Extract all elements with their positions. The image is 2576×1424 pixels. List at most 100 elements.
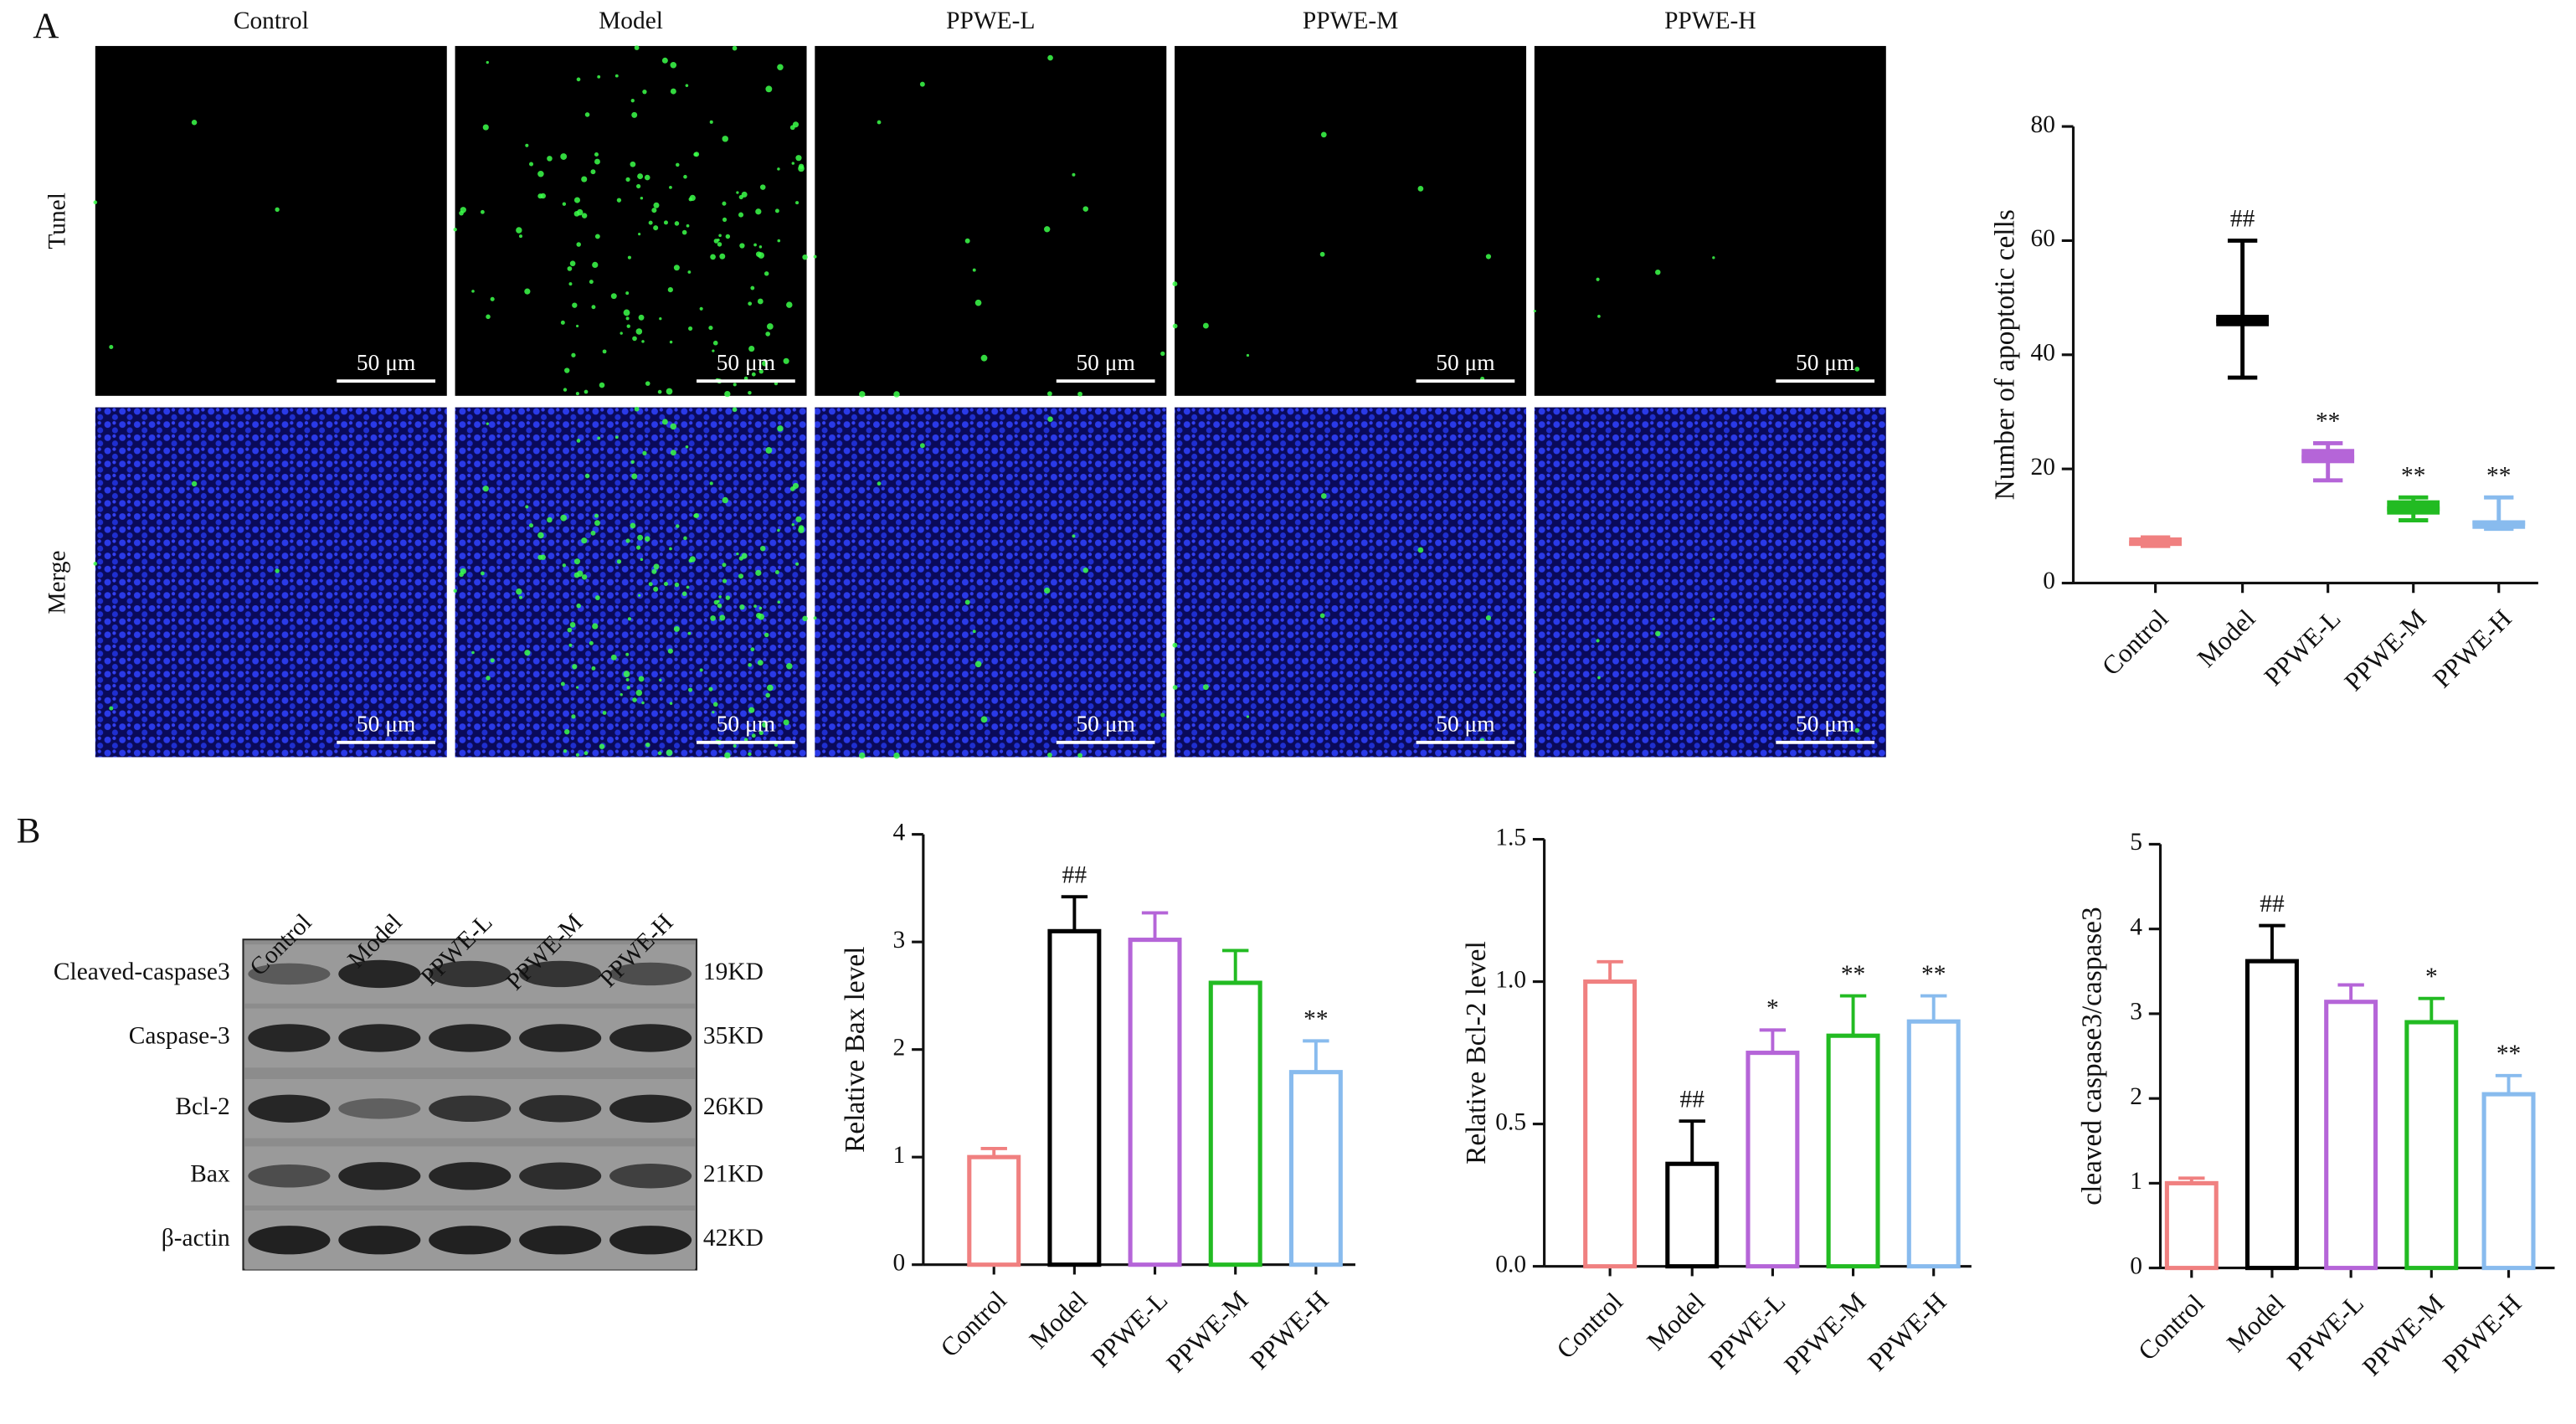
tunel-dot — [547, 517, 553, 523]
bar — [1208, 980, 1262, 1267]
tunel-dot — [1047, 54, 1053, 61]
tunel-dot — [669, 185, 672, 189]
significance-label: ** — [2316, 409, 2340, 435]
tunel-dot — [516, 227, 522, 234]
merge-image — [455, 407, 807, 758]
tunel-dot — [673, 625, 680, 632]
tunel-dot — [575, 753, 579, 757]
y-tick-label: 0 — [2043, 568, 2055, 594]
tunel-dot — [757, 298, 764, 305]
tunel-dot — [748, 301, 753, 306]
tunel-dot — [651, 208, 657, 213]
tunel-dot — [777, 239, 781, 243]
tunel-dot — [1072, 172, 1076, 177]
tunel-dot — [674, 221, 680, 226]
merge-image — [1534, 407, 1886, 758]
bar — [1826, 1033, 1880, 1269]
tunel-dot — [724, 752, 731, 758]
row-label: Tunel — [44, 193, 70, 249]
scale-bar-label: 50 μm — [1436, 350, 1494, 375]
tunel-dot — [777, 600, 781, 604]
tunel-dot — [597, 75, 601, 79]
tunel-dot — [592, 261, 599, 269]
tunel-dot — [674, 582, 680, 588]
tunel-dot — [777, 528, 780, 532]
tunel-dot — [480, 571, 485, 576]
tunel-dot — [576, 603, 581, 609]
tunel-dot — [1712, 617, 1715, 621]
tunel-dot — [722, 563, 727, 568]
tunel-dot — [708, 686, 713, 691]
blot-band — [248, 1024, 331, 1052]
tunel-dot — [648, 220, 653, 225]
tunel-dot — [625, 291, 630, 296]
tunel-dot — [653, 225, 659, 231]
tunel-dot — [739, 604, 745, 610]
tunel-dot — [719, 614, 726, 621]
tunel-dot — [792, 482, 800, 489]
tunel-dot — [653, 563, 660, 570]
x-tick-label: Control — [935, 1285, 1013, 1363]
bar — [2404, 1020, 2459, 1271]
tunel-dot — [733, 383, 737, 387]
tunel-image — [815, 45, 1167, 396]
tunel-dot — [524, 288, 531, 295]
tunel-dot — [755, 208, 762, 215]
tunel-dot — [537, 532, 544, 539]
tunel-dot — [859, 752, 866, 759]
tunel-dot — [713, 599, 719, 605]
tunel-dot — [537, 170, 544, 177]
tunel-dot — [980, 354, 988, 362]
tunel-dot — [616, 559, 622, 564]
tunel-dot — [460, 568, 466, 574]
tunel-dot — [722, 578, 728, 583]
blot-band — [519, 1226, 602, 1255]
tunel-dot — [755, 251, 762, 257]
tunel-dot — [590, 169, 596, 175]
tunel-dot — [722, 217, 728, 222]
x-tick-label: Model — [2192, 604, 2261, 673]
x-tick-label: Model — [2221, 1288, 2291, 1358]
x-tick-label: PPWE-H — [2427, 604, 2517, 693]
bar — [1128, 938, 1182, 1267]
tunel-dot — [725, 595, 731, 600]
tunel-dot — [919, 443, 925, 449]
tunel-dot — [687, 270, 692, 274]
tunel-dot — [625, 538, 630, 543]
tunel-dot — [964, 599, 970, 605]
x-tick-label: Model — [1641, 1287, 1710, 1356]
tunel-dot — [722, 201, 727, 206]
significance-label: ** — [1921, 961, 1946, 988]
significance-label: ** — [1841, 961, 1865, 988]
tunel-dot — [635, 328, 643, 335]
tunel-dot — [709, 481, 713, 486]
tunel-dot — [974, 299, 982, 306]
tunel-dot — [1533, 671, 1536, 674]
tunel-dot — [685, 84, 689, 87]
tunel-image — [1534, 45, 1886, 396]
blot-band — [609, 1164, 692, 1189]
tunel-dot — [718, 595, 722, 599]
tunel-dot — [758, 606, 763, 610]
tunel-dot — [625, 316, 630, 321]
tunel-dot — [1077, 391, 1082, 397]
tunel-dot — [766, 684, 774, 691]
bar — [1746, 1051, 1800, 1269]
x-tick-label: PPWE-M — [2357, 1288, 2450, 1381]
significance-label: ** — [2486, 462, 2511, 489]
blot-row-label: Caspase-3 — [129, 1023, 230, 1050]
tunel-dot — [722, 136, 728, 142]
scale-bar-label: 50 μm — [717, 350, 775, 375]
tunel-dot — [636, 545, 641, 550]
tunel-dot — [765, 692, 770, 698]
tunel-dot — [631, 473, 638, 480]
tunel-dot — [597, 436, 601, 440]
tunel-dot — [584, 751, 589, 756]
tunel-dot — [109, 706, 114, 711]
tunel-dot — [1596, 277, 1600, 281]
significance-label: * — [2425, 964, 2438, 990]
tunel-dot — [739, 243, 745, 249]
tunel-dot — [667, 648, 673, 654]
tunel-dot — [528, 523, 534, 528]
blot-band — [519, 1024, 602, 1052]
